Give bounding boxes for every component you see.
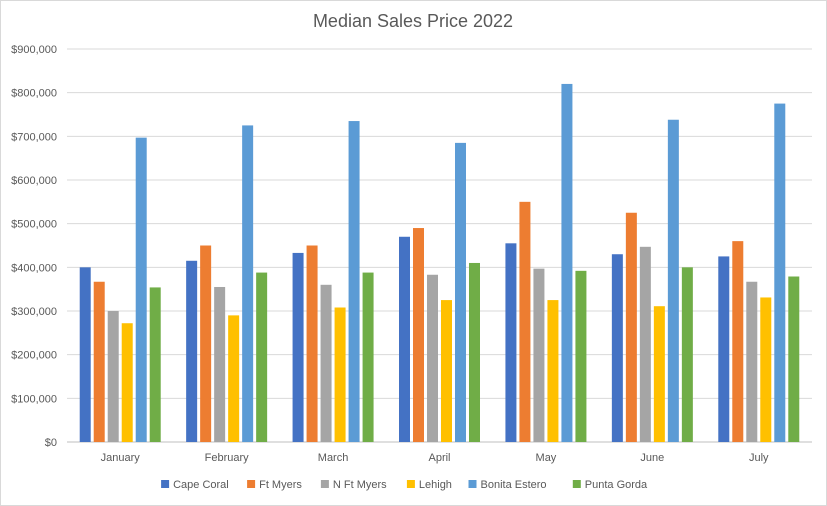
legend-item-cape-coral[interactable]: Cape Coral — [161, 479, 229, 491]
bar-ft-myers — [519, 201, 531, 442]
bar-cape-coral — [505, 243, 517, 442]
bar-lehigh — [121, 323, 133, 442]
x-tick-label: January — [101, 452, 141, 464]
bar-n-ft-myers — [427, 274, 438, 442]
bar-ft-myers — [306, 245, 318, 442]
bar-n-ft-myers — [107, 311, 119, 442]
bar-cape-coral — [186, 260, 198, 442]
bar-ft-myers — [732, 241, 744, 442]
bar-punta-gorda — [362, 272, 374, 442]
bar-bonita-estero — [242, 125, 254, 443]
x-tick-label: July — [749, 452, 769, 464]
y-tick-label: $300,000 — [11, 306, 57, 318]
x-tick-label: April — [428, 452, 450, 464]
y-tick-label: $0 — [45, 437, 57, 449]
x-axis: January February March April May June July — [101, 452, 769, 464]
bar-punta-gorda — [149, 287, 161, 442]
y-tick-label: $200,000 — [11, 350, 57, 362]
legend-swatch — [247, 480, 256, 488]
bar-n-ft-myers — [320, 284, 332, 442]
y-tick-label: $500,000 — [11, 219, 57, 231]
y-tick-label: $600,000 — [11, 175, 57, 187]
bar-bonita-estero — [348, 121, 360, 443]
bars — [79, 83, 800, 443]
bar-punta-gorda — [469, 262, 480, 442]
bar-ft-myers — [625, 212, 637, 442]
bar-ft-myers — [93, 281, 105, 442]
bar-punta-gorda — [681, 267, 693, 442]
bar-cape-coral — [79, 267, 91, 442]
bar-lehigh — [760, 297, 772, 442]
bar-lehigh — [441, 300, 452, 442]
bar-n-ft-myers — [639, 246, 651, 442]
bar-punta-gorda — [788, 276, 800, 442]
bar-bonita-estero — [561, 83, 573, 442]
legend-label: Punta Gorda — [585, 479, 648, 491]
bar-n-ft-myers — [533, 268, 545, 442]
bar-punta-gorda — [575, 270, 587, 442]
y-tick-label: $700,000 — [11, 131, 57, 143]
chart-title: Median Sales Price 2022 — [313, 11, 513, 31]
bar-bonita-estero — [774, 103, 786, 442]
bar-cape-coral — [292, 252, 304, 442]
legend-item-punta-gorda[interactable]: Punta Gorda — [572, 479, 648, 491]
legend-swatch — [406, 480, 415, 488]
y-tick-label: $100,000 — [11, 393, 57, 405]
bar-bonita-estero — [455, 142, 466, 442]
legend-label: Bonita Estero — [481, 479, 547, 491]
bar-cape-coral — [399, 236, 410, 442]
legend-item-bonita-estero[interactable]: Bonita Estero — [468, 479, 547, 491]
bar-bonita-estero — [135, 137, 147, 443]
legend-item-ft-myers[interactable]: Ft Myers — [247, 479, 302, 491]
x-tick-label: May — [536, 452, 557, 464]
bar-lehigh — [547, 300, 559, 442]
legend[interactable]: Cape Coral Ft Myers N Ft Myers Lehigh Bonita… — [161, 479, 648, 491]
bar-ft-myers — [413, 228, 424, 442]
y-tick-label: $900,000 — [11, 44, 57, 56]
legend-label: Ft Myers — [259, 479, 302, 491]
legend-swatch — [468, 480, 477, 488]
legend-label: Lehigh — [419, 479, 452, 491]
bar-n-ft-myers — [214, 286, 226, 442]
bar-n-ft-myers — [746, 281, 758, 442]
x-tick-label: February — [205, 452, 250, 464]
legend-item-n-ft-myers[interactable]: N Ft Myers — [320, 479, 387, 491]
legend-swatch — [161, 480, 170, 488]
bar-lehigh — [653, 306, 665, 442]
bar-cape-coral — [718, 256, 730, 442]
x-tick-label: June — [640, 452, 664, 464]
legend-item-lehigh[interactable]: Lehigh — [406, 479, 452, 491]
legend-swatch — [572, 480, 581, 488]
bar-ft-myers — [200, 245, 212, 442]
y-axis: $0 $100,000 $200,000 $300,000 $400,000 $500,0… — [11, 44, 57, 449]
x-tick-label: March — [318, 452, 349, 464]
y-tick-label: $800,000 — [11, 88, 57, 100]
legend-label: Cape Coral — [173, 479, 229, 491]
legend-swatch — [320, 480, 329, 488]
y-tick-label: $400,000 — [11, 262, 57, 274]
bar-cape-coral — [611, 254, 623, 442]
bar-bonita-estero — [667, 119, 679, 443]
bar-lehigh — [334, 307, 346, 442]
bar-lehigh — [228, 315, 240, 442]
legend-label: N Ft Myers — [333, 479, 387, 491]
bar-punta-gorda — [256, 272, 268, 442]
